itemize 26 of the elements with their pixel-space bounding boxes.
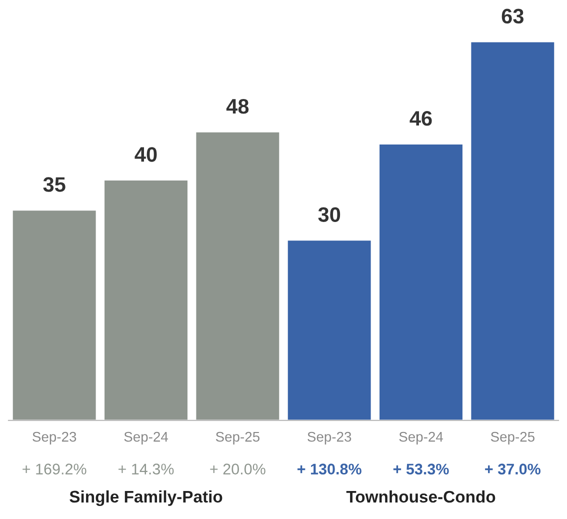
data-label: 30 [318,207,340,222]
data-label: 46 [410,110,432,126]
text: + 53.3% [393,464,449,475]
text: Townhouse-Condo [346,490,496,503]
text: + 20.0% [210,464,266,474]
bar [286,239,372,420]
text: + 37.0% [485,464,541,475]
x-tick-label: Sep-24 [399,432,443,444]
data-label: 35 [43,177,66,192]
text: + 130.8% [297,464,362,475]
bar [378,143,464,420]
bar [470,42,556,420]
bar [103,179,189,420]
x-tick-label: Sep-23 [32,432,76,444]
text: + 14.3% [118,464,174,474]
data-label: 63 [502,8,524,24]
x-tick-label: Sep-25 [490,432,534,444]
data-label: 48 [226,98,249,114]
bar [194,131,281,420]
x-tick-label: Sep-24 [124,432,168,444]
x-tick-label: Sep-23 [308,432,352,444]
x-tick-label: Sep-25 [216,432,260,444]
text: Single Family-Patio [70,490,222,506]
text: + 169.2% [22,464,86,474]
data-label: 40 [134,147,157,162]
bar [11,209,98,420]
